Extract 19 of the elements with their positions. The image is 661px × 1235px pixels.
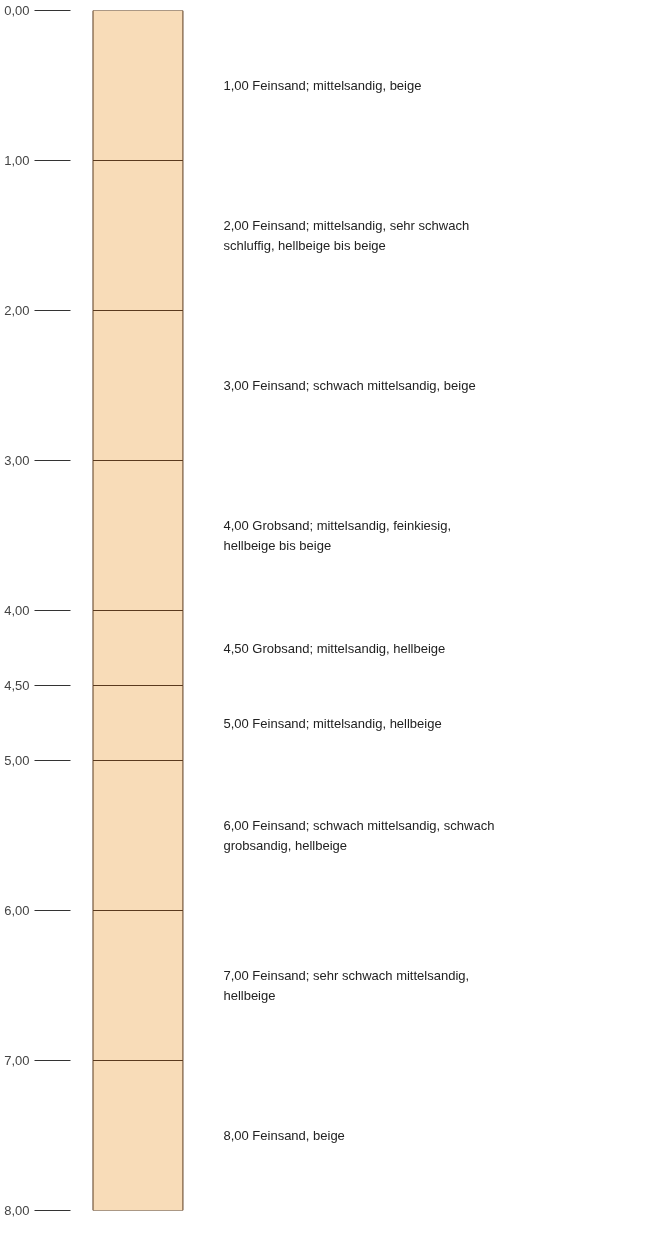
y-tick-label: 8,00 — [4, 1203, 30, 1218]
y-tick-label: 7,00 — [4, 1053, 30, 1068]
text: 7,00 Feinsand; sehr schwach mittelsandig, hellbeige — [223, 968, 470, 1003]
y-tick-label: 4,50 — [4, 678, 30, 693]
y-tick-label: 2,00 — [4, 303, 30, 318]
text: 2,00 Feinsand; mittelsandig, sehr schwach schluffig, hellbeige bis beige — [223, 218, 470, 253]
text: 4,50 Grobsand; mittelsandig, hellbeige — [223, 640, 446, 656]
y-tick-label: 0,00 — [4, 3, 30, 18]
y-tick-label: 5,00 — [4, 753, 30, 768]
text: 5,00 Feinsand; mittelsandig, hellbeige — [223, 715, 442, 731]
y-tick-label: 3,00 — [4, 453, 30, 468]
text: 3,00 Feinsand; schwach mittelsandig, beige — [223, 378, 476, 393]
text: 4,00 Grobsand; mittelsandig, feinkiesig, hellbeige bis beige — [223, 518, 452, 553]
text: 1,00 Feinsand; mittelsandig, beige — [223, 78, 422, 93]
text: 8,00 Feinsand, beige — [223, 1128, 345, 1143]
y-tick-label: 4,00 — [4, 603, 30, 618]
text: 6,00 Feinsand; schwach mittelsandig, schwach grobsandig, hellbeige — [223, 818, 495, 853]
y-tick-label: 6,00 — [4, 903, 30, 918]
y-tick-label: 1,00 — [4, 153, 30, 168]
